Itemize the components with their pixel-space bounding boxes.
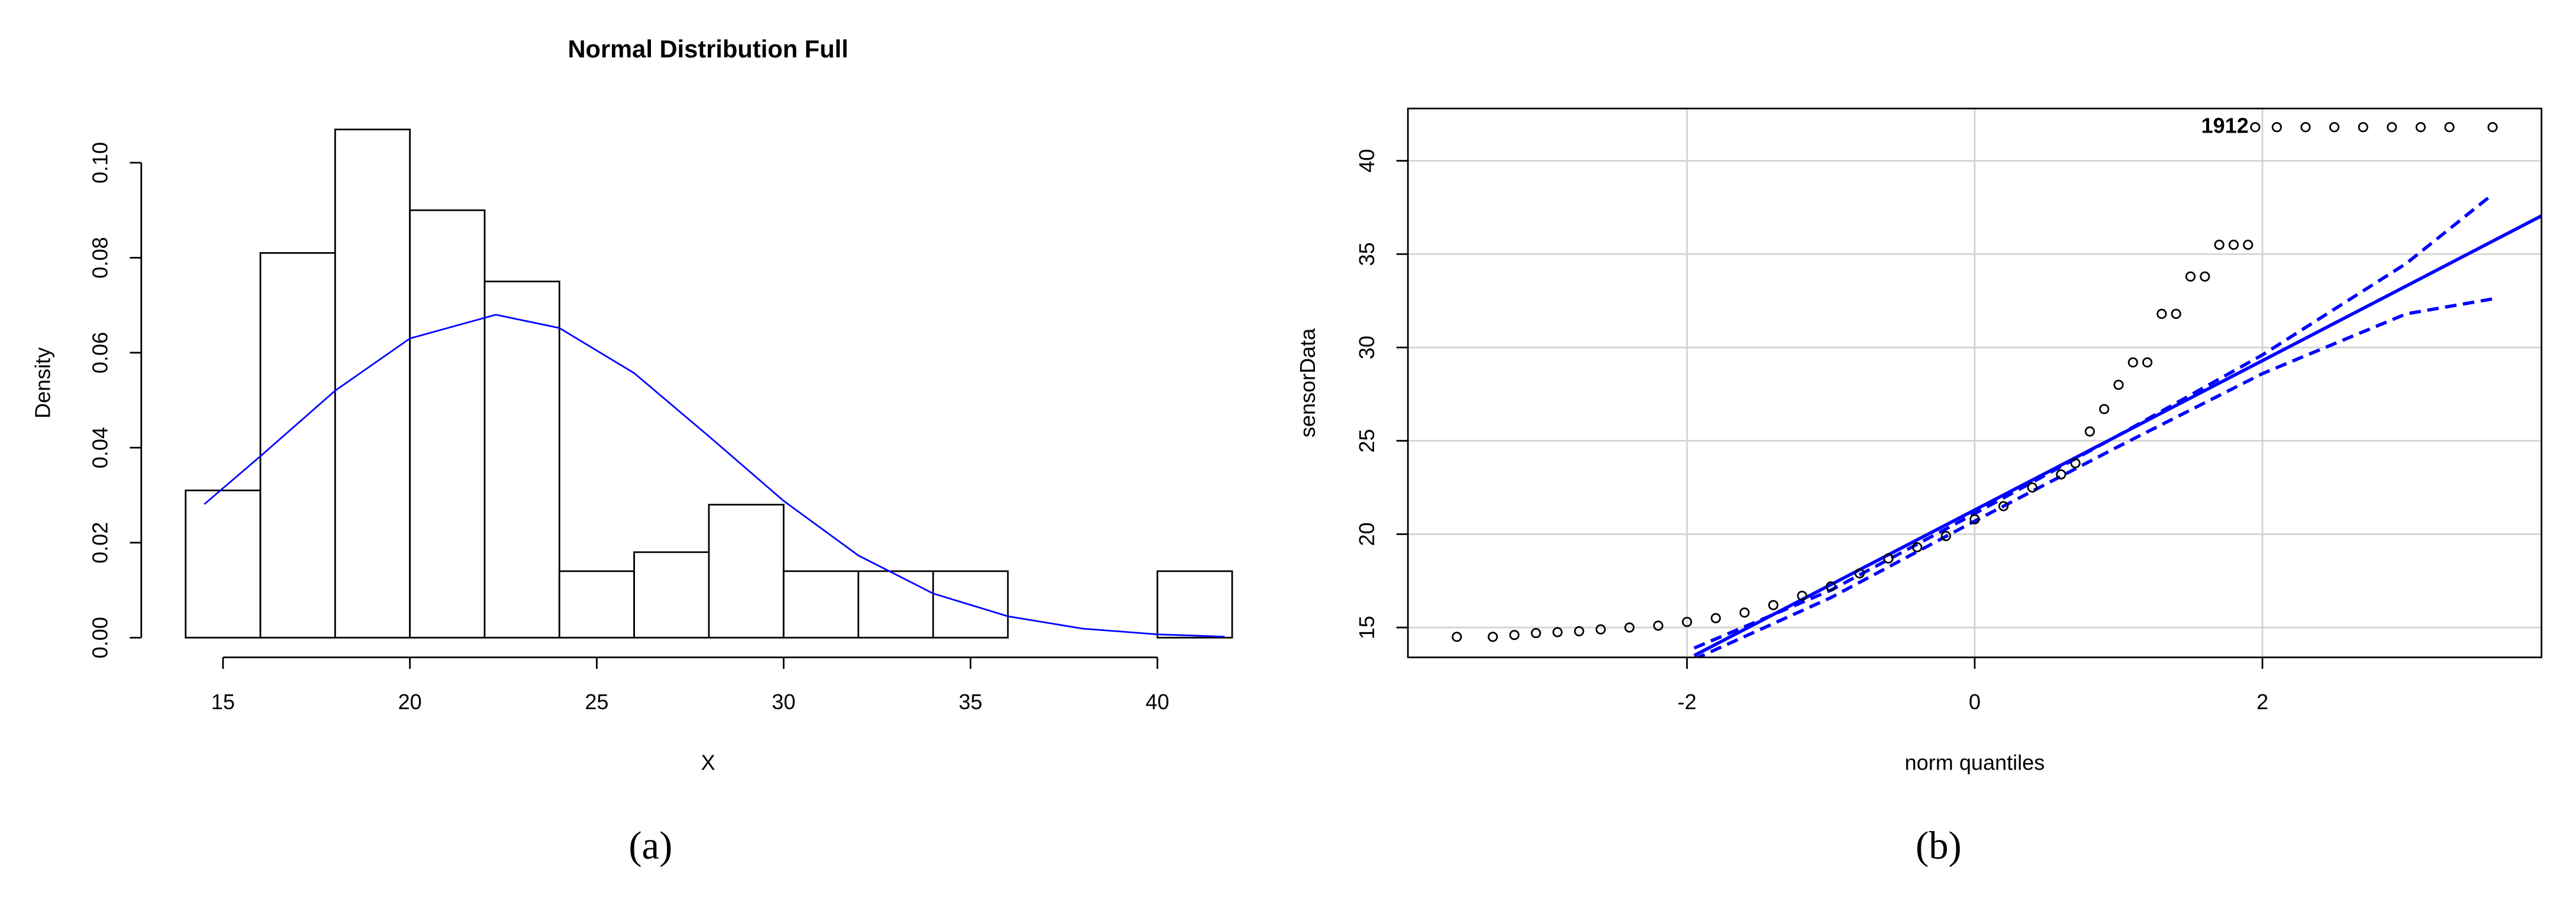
point — [1624, 622, 1635, 633]
point — [2250, 122, 2261, 133]
point — [2084, 426, 2095, 437]
point — [1739, 607, 1750, 618]
bar — [409, 209, 486, 639]
point — [2056, 469, 2066, 480]
y-tick-label: 15 — [1355, 616, 1379, 639]
point — [2300, 122, 2311, 133]
point — [1452, 632, 1462, 642]
point — [1969, 514, 1980, 524]
x-tick-label: 40 — [1146, 690, 1169, 714]
x-tick-label: 25 — [585, 690, 608, 714]
panel-label: (b) — [1916, 825, 1962, 868]
point — [1768, 600, 1779, 610]
y-tick-label: 0.08 — [88, 237, 112, 278]
x-tick-label: 2 — [2256, 690, 2268, 714]
point — [2200, 271, 2210, 282]
point — [1530, 627, 1542, 639]
y-tick-label: 20 — [1355, 522, 1379, 546]
plot-frame — [1407, 107, 2543, 658]
chart-title: Normal Distribution Full — [568, 35, 848, 63]
point — [2214, 239, 2224, 250]
point — [1487, 632, 1498, 642]
y-tick-label: 0.06 — [88, 332, 112, 374]
point — [2444, 122, 2455, 133]
y-tick-label: 0.10 — [88, 142, 112, 184]
point — [2027, 482, 2037, 493]
x-tick-label: 20 — [398, 690, 422, 714]
point — [2387, 122, 2397, 133]
panel-label: (a) — [628, 825, 672, 868]
y-tick-label: 0.02 — [88, 522, 112, 564]
point — [1912, 542, 1923, 553]
point — [1653, 620, 1663, 631]
bar — [1156, 570, 1233, 639]
point — [2171, 308, 2181, 319]
annotation: 1912 — [2201, 113, 2249, 137]
point — [1682, 616, 1692, 627]
point — [2156, 308, 2167, 319]
point — [1998, 501, 2009, 511]
x-tick-label: 30 — [772, 690, 795, 714]
point — [1883, 553, 1894, 564]
y-tick-label: 35 — [1355, 242, 1379, 266]
point — [2271, 122, 2282, 133]
x-tick-label: 0 — [1969, 690, 1981, 714]
x-tick-label: 15 — [211, 690, 235, 714]
point — [2185, 271, 2196, 282]
bar — [334, 128, 411, 639]
point — [1826, 581, 1836, 592]
point — [1854, 568, 1865, 579]
x-axis-label: norm quantiles — [1905, 750, 2045, 774]
point — [1552, 627, 1563, 638]
point — [2113, 379, 2124, 390]
point — [1797, 590, 1807, 601]
point — [2127, 357, 2138, 368]
point — [2142, 357, 2153, 368]
confidence-band — [1693, 193, 2494, 650]
bar — [558, 570, 635, 639]
x-tick-label: -2 — [1678, 690, 1697, 714]
point — [2358, 122, 2368, 133]
point — [2329, 122, 2340, 133]
point — [2070, 458, 2081, 469]
point — [1710, 613, 1721, 623]
point — [2487, 122, 2498, 133]
bar — [185, 490, 262, 639]
point — [2243, 239, 2253, 250]
point — [2099, 404, 2110, 414]
bar — [782, 570, 859, 639]
bar — [857, 570, 934, 639]
point — [1509, 630, 1520, 640]
density-curve — [204, 314, 1225, 638]
bar — [483, 281, 560, 639]
bar — [708, 504, 785, 639]
bar — [633, 551, 710, 639]
point — [2228, 239, 2239, 250]
x-tick-label: 35 — [959, 690, 982, 714]
y-tick-label: 0.00 — [88, 617, 112, 658]
point — [1595, 624, 1606, 635]
y-axis-label: sensorData — [1295, 328, 1320, 437]
point — [2415, 122, 2426, 133]
point — [1574, 626, 1585, 636]
point — [1940, 530, 1951, 542]
y-axis-label: Density — [30, 347, 54, 419]
x-axis-label: X — [701, 750, 715, 774]
confidence-band — [1694, 297, 2493, 658]
y-tick-label: 0.04 — [88, 427, 112, 468]
y-tick-label: 30 — [1355, 336, 1379, 359]
y-tick-label: 40 — [1355, 149, 1379, 173]
y-tick-label: 25 — [1355, 429, 1379, 453]
